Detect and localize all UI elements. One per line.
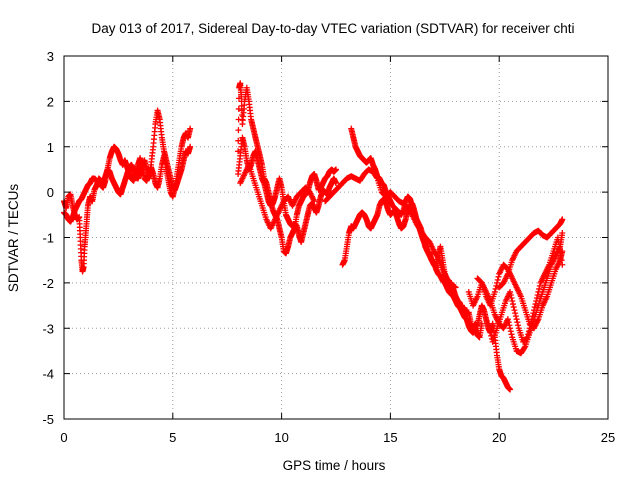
data-point — [478, 279, 485, 286]
x-tick-label: 25 — [601, 430, 615, 445]
data-point — [514, 319, 521, 326]
x-tick-label: 15 — [383, 430, 397, 445]
data-point — [507, 325, 514, 332]
data-point — [557, 248, 564, 255]
y-tick-label: 2 — [47, 94, 54, 109]
data-point — [491, 288, 498, 295]
data-point — [554, 234, 561, 241]
data-point — [507, 291, 514, 298]
x-tick-label: 5 — [169, 430, 176, 445]
data-point — [333, 166, 339, 173]
data-point — [523, 335, 530, 342]
data-point — [506, 322, 513, 329]
data-point — [536, 282, 543, 289]
data-point — [559, 229, 566, 236]
data-point — [478, 320, 485, 327]
y-tick-label: 1 — [47, 140, 54, 155]
data-point — [524, 334, 531, 341]
x-tick-label: 20 — [492, 430, 506, 445]
data-point — [505, 319, 512, 326]
data-point — [187, 125, 194, 132]
data-point — [531, 307, 538, 314]
y-tick-label: 0 — [47, 185, 54, 200]
series-11 — [496, 216, 566, 291]
data-point — [528, 319, 535, 326]
y-tick-label: -1 — [42, 231, 54, 246]
data-point — [521, 344, 528, 351]
data-point — [513, 316, 520, 323]
data-point — [504, 316, 511, 323]
data-point — [507, 386, 514, 393]
axis-ticks: 0 5 10 15 20 25 -5 -4 -3 -2 -1 0 1 2 3 — [42, 49, 615, 445]
data-point — [511, 307, 518, 314]
data-point — [333, 180, 339, 187]
data-point — [527, 322, 534, 329]
data-point — [531, 304, 538, 311]
data-point — [530, 310, 537, 317]
data-point — [512, 313, 519, 320]
data-point — [559, 261, 566, 268]
data-point — [452, 284, 459, 291]
data-point — [486, 323, 493, 330]
data-point — [526, 325, 533, 332]
data-point — [534, 291, 541, 298]
data-point — [555, 239, 562, 246]
data-point — [525, 331, 532, 338]
data-point — [235, 105, 242, 112]
data-point — [507, 328, 514, 335]
y-tick-label: -2 — [42, 276, 54, 291]
data-point — [533, 298, 540, 305]
data-point — [487, 329, 494, 336]
data-point — [494, 279, 501, 286]
data-point — [512, 310, 519, 317]
data-point — [525, 328, 532, 335]
series-8 — [322, 166, 459, 291]
data-point — [532, 301, 539, 308]
data-point — [485, 320, 492, 327]
series-2 — [61, 125, 194, 225]
x-axis-label: GPS time / hours — [283, 458, 386, 473]
chart-title: Day 013 of 2017, Sidereal Day-to-day VTE… — [92, 21, 575, 36]
data-point — [494, 276, 501, 283]
series-5 — [237, 161, 318, 232]
data-point — [535, 288, 542, 295]
data-point — [486, 326, 493, 333]
data-point — [311, 198, 318, 205]
data-point — [495, 273, 502, 280]
y-tick-label: -5 — [42, 412, 54, 427]
data-point — [373, 174, 380, 181]
data-point — [557, 252, 564, 259]
x-tick-label: 0 — [60, 430, 67, 445]
data-point — [510, 304, 517, 311]
grid — [64, 56, 608, 419]
data-point — [509, 301, 516, 308]
y-tick-label: -4 — [42, 367, 54, 382]
y-tick-label: 3 — [47, 49, 54, 64]
data-point — [533, 295, 540, 301]
data-point — [536, 285, 543, 292]
data-point — [509, 298, 516, 305]
data-point — [559, 216, 566, 223]
y-tick-label: -3 — [42, 321, 54, 336]
data-point — [235, 127, 242, 134]
data-point — [507, 288, 514, 295]
data-point — [508, 331, 515, 338]
data-point — [434, 253, 441, 260]
data-point — [556, 243, 563, 250]
data-point — [187, 143, 194, 150]
data-point — [492, 285, 499, 292]
x-tick-label: 10 — [274, 430, 288, 445]
y-axis-label: SDTVAR / TECUs — [6, 184, 21, 293]
series-4 — [235, 134, 339, 246]
series-12 — [485, 234, 566, 345]
data-point — [528, 316, 535, 323]
data-point — [529, 313, 536, 320]
data-point — [515, 322, 522, 329]
data-point — [558, 257, 565, 264]
data-point — [508, 295, 515, 301]
data-marks — [61, 80, 566, 393]
